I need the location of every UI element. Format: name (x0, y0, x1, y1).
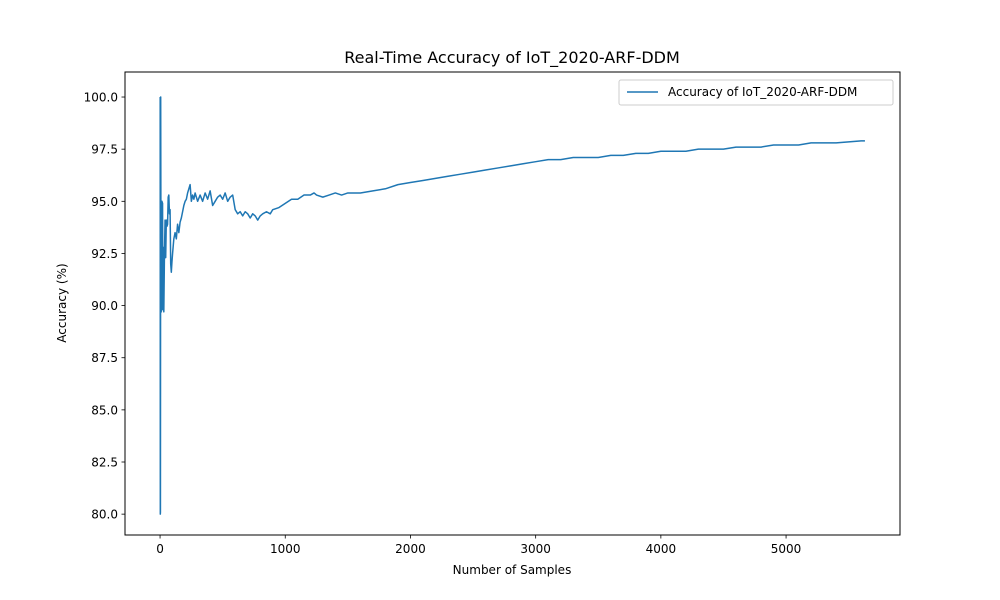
legend-box (618, 79, 894, 106)
chart-title: Real-Time Accuracy of IoT_2020-ARF-DDM (344, 48, 680, 68)
series-line-0 (159, 96, 865, 515)
y-tick-label: 80.0 (91, 508, 118, 522)
y-tick-label: 82.5 (91, 456, 118, 470)
plot-area (159, 96, 865, 515)
x-tick-label: 2000 (395, 542, 426, 556)
legend: Accuracy of IoT_2020-ARF-DDM (618, 79, 894, 106)
y-tick-label: 97.5 (91, 143, 118, 157)
plot-frame (124, 71, 901, 536)
y-tick-label: 87.5 (91, 351, 118, 365)
x-tick-label: 5000 (771, 542, 802, 556)
x-tick-label: 4000 (646, 542, 677, 556)
y-tick-label: 90.0 (91, 299, 118, 313)
legend-label: Accuracy of IoT_2020-ARF-DDM (668, 85, 857, 99)
y-tick-label: 92.5 (91, 247, 118, 261)
y-tick-label: 85.0 (91, 403, 118, 417)
y-axis: 80.0 82.5 85.0 87.5 90.0 92.5 95.0 97.5 100.0 (84, 91, 125, 522)
y-tick-label: 100.0 (84, 91, 118, 105)
x-axis-label: Number of Samples (453, 563, 572, 577)
x-tick-label: 1000 (270, 542, 301, 556)
x-tick-label: 3000 (520, 542, 551, 556)
y-axis-label: Accuracy (%) (55, 263, 69, 342)
x-axis: 0 1000 2000 3000 4000 5000 (156, 535, 801, 556)
y-tick-label: 95.0 (91, 195, 118, 209)
x-tick-label: 0 (156, 542, 164, 556)
